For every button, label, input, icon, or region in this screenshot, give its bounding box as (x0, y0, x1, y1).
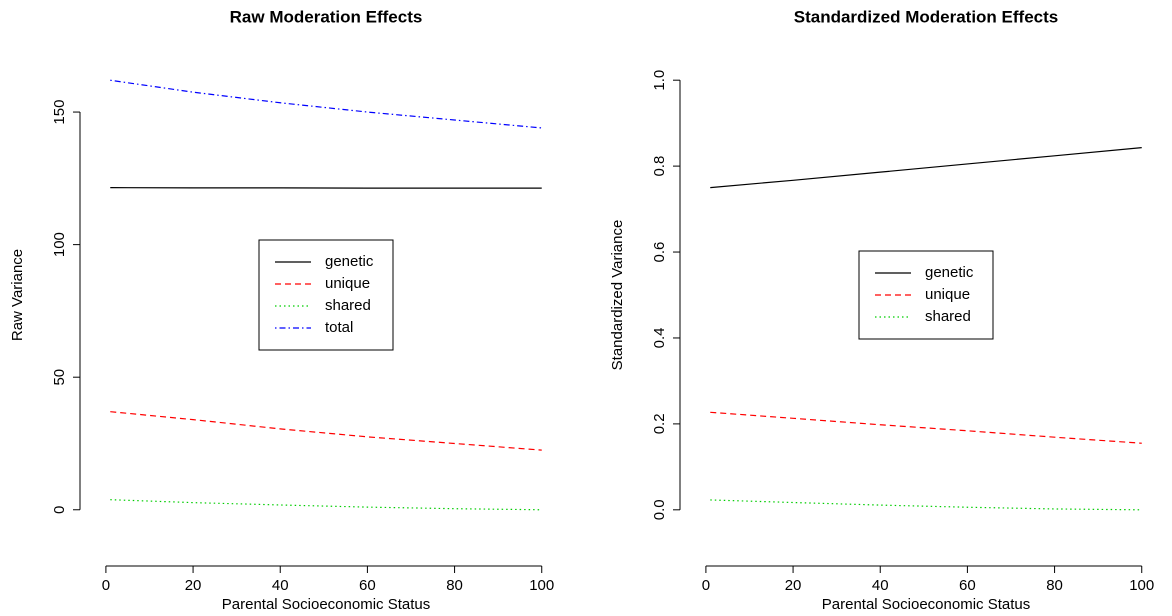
x-axis-label: Parental Socioeconomic Status (822, 596, 1030, 613)
series-line (710, 147, 1142, 189)
x-axis-label: Parental Socioeconomic Status (222, 596, 430, 613)
legend-label: unique (325, 275, 370, 292)
y-tick-label: 50 (51, 369, 68, 386)
series-line (110, 79, 542, 129)
series-line (110, 187, 542, 189)
y-tick-label: 0.0 (651, 499, 668, 520)
y-tick-label: 0.6 (651, 242, 668, 263)
legend-label: shared (325, 297, 371, 314)
x-tick-label: 60 (959, 577, 976, 594)
chart-title: Raw Moderation Effects (230, 7, 423, 26)
x-tick-label: 0 (702, 577, 710, 594)
y-axis-label: Raw Variance (9, 249, 26, 341)
chart-panel: Raw Moderation Effects Parental Socioecon… (9, 7, 554, 612)
legend-label: genetic (925, 264, 974, 281)
legend: genetic unique shared (858, 250, 994, 340)
x-tick-label: 40 (272, 577, 289, 594)
x-tick-label: 40 (872, 577, 889, 594)
series-line (710, 499, 1142, 511)
y-axis-label: Standardized Variance (609, 220, 626, 371)
x-tick-label: 100 (1129, 577, 1154, 594)
y-tick-label: 0.8 (651, 156, 668, 177)
x-tick-label: 20 (785, 577, 802, 594)
x-tick-label: 80 (1046, 577, 1063, 594)
legend: genetic unique shared total (258, 239, 394, 351)
legend-label: total (325, 319, 353, 336)
legend-box (258, 239, 394, 351)
legend-label: shared (925, 308, 971, 325)
x-tick-label: 20 (185, 577, 202, 594)
x-tick-label: 80 (446, 577, 463, 594)
y-tick-label: 1.0 (651, 70, 668, 91)
y-tick-label: 0.2 (651, 413, 668, 434)
x-tick-label: 0 (102, 577, 110, 594)
y-tick-label: 0 (51, 506, 68, 514)
y-tick-label: 150 (51, 100, 68, 125)
x-tick-label: 100 (529, 577, 554, 594)
chart-title: Standardized Moderation Effects (794, 7, 1058, 26)
y-tick-label: 0.4 (651, 328, 668, 349)
series-line (110, 499, 542, 511)
legend-label: unique (925, 286, 970, 303)
chart-panel: Standardized Moderation Effects Parental … (609, 7, 1154, 612)
legend-box (858, 250, 994, 340)
legend-label: genetic (325, 253, 374, 270)
y-tick-label: 100 (51, 232, 68, 257)
series-line (710, 411, 1142, 444)
x-tick-label: 60 (359, 577, 376, 594)
series-line (110, 411, 542, 451)
